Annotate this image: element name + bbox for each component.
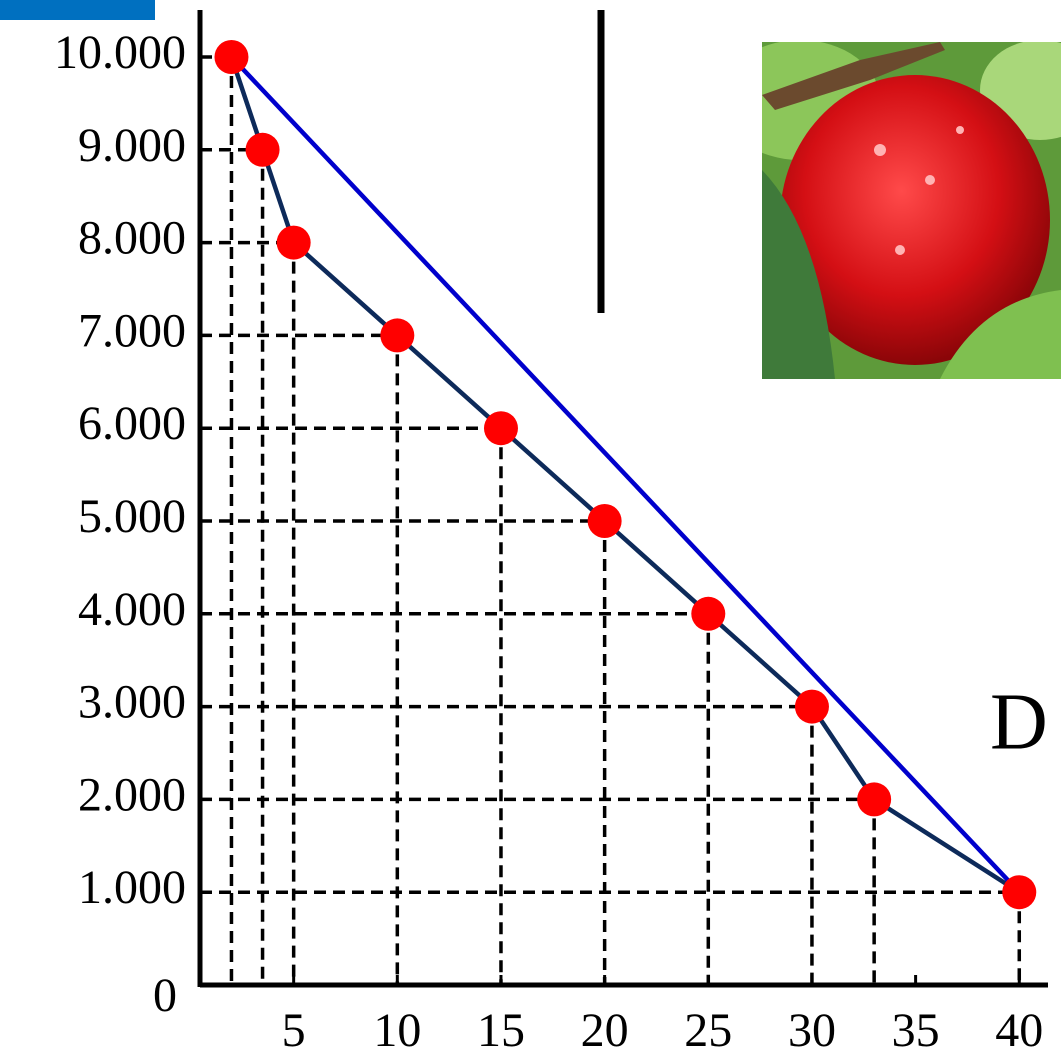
y-tick-label: 6.000 <box>78 397 186 450</box>
curve-label: D <box>990 678 1048 766</box>
y-tick-label: 8.000 <box>78 212 186 265</box>
data-point <box>1002 875 1037 910</box>
data-point <box>245 132 280 167</box>
series-line <box>229 56 1021 895</box>
data-point <box>214 40 249 74</box>
y-tick-label: 1.000 <box>78 861 186 914</box>
x-tick-label: 30 <box>788 1004 836 1057</box>
x-tick-label: 25 <box>684 1004 732 1057</box>
corner-tab <box>0 0 155 20</box>
data-point <box>857 782 892 817</box>
y-tick-label: 5.000 <box>78 490 186 543</box>
x-tick-label: 40 <box>995 1004 1043 1057</box>
x-tick-label: 35 <box>892 1004 940 1057</box>
drop-lines <box>200 55 1022 985</box>
x-tick-label: 20 <box>581 1004 629 1057</box>
data-point <box>794 689 829 724</box>
y-tick-label: 2.000 <box>78 768 186 821</box>
data-point <box>380 318 415 353</box>
data-point <box>483 411 518 446</box>
series-line <box>229 55 1021 894</box>
x-tick-label: 15 <box>477 1004 525 1057</box>
y-tick-label: 3.000 <box>78 676 186 729</box>
y-tick-label: 4.000 <box>78 583 186 636</box>
y-tick-label: 7.000 <box>78 304 186 357</box>
x-tick-label: 5 <box>282 1004 306 1057</box>
apple-image <box>762 42 1061 379</box>
y-tick-label: 0 <box>153 969 177 1022</box>
y-tick-label: 10.000 <box>54 26 186 79</box>
x-tick-label: 10 <box>373 1004 421 1057</box>
data-point <box>276 225 311 260</box>
data-point <box>691 596 726 631</box>
data-point <box>587 504 622 538</box>
y-tick-label: 9.000 <box>78 119 186 172</box>
